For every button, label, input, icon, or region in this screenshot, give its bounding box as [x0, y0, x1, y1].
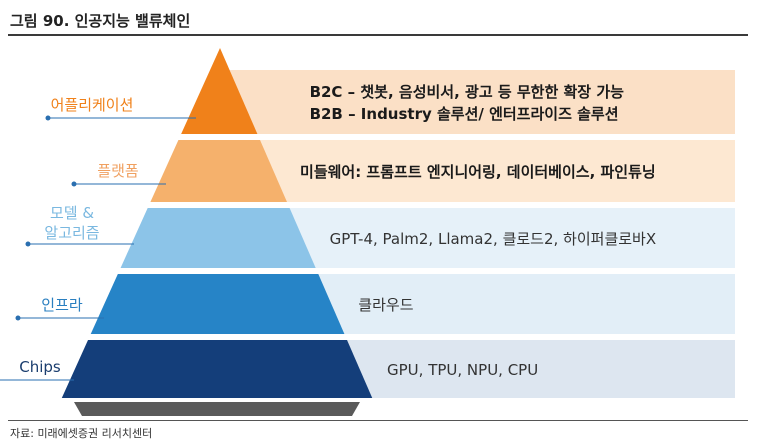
tier-band: [283, 208, 735, 268]
tier-description: GPT-4, Palm2, Llama2, 클로드2, 하이퍼클로바X: [330, 230, 657, 248]
tier-band: [223, 70, 735, 134]
tier-label: 알고리즘: [44, 224, 99, 242]
tier-band: [312, 274, 735, 334]
tier-label: 플랫폼: [97, 162, 138, 180]
pyramid-tier: [181, 48, 258, 134]
tier-label: 모델 &: [50, 204, 94, 222]
tier-description: B2B – Industry 솔루션/ 엔터프라이즈 솔루션: [310, 105, 619, 123]
tier-description: 미들웨어: 프롬프트 엔지니어링, 데이터베이스, 파인튜닝: [300, 163, 656, 181]
tier-band: [341, 340, 735, 398]
tier-description: GPU, TPU, NPU, CPU: [387, 361, 538, 379]
pyramid-tier: [120, 208, 316, 268]
tier-description: 클라우드: [358, 296, 413, 314]
pyramid-base: [73, 402, 360, 416]
title-bar: 그림 90. 인공지능 밸류체인: [8, 4, 748, 36]
tier-band: [254, 140, 735, 202]
footer-divider: [8, 420, 748, 421]
tier-description: B2C – 챗봇, 음성비서, 광고 등 무한한 확장 가능: [310, 83, 625, 101]
pyramid-tier: [90, 274, 345, 334]
pyramid-tier: [150, 140, 287, 202]
source-note: 자료: 미래에셋증권 리서치센터: [10, 427, 153, 440]
figure-title: 그림 90. 인공지능 밸류체인: [10, 12, 191, 30]
tier-label: Chips: [19, 358, 61, 376]
pyramid-tier: [61, 340, 373, 398]
tier-label: 어플리케이션: [51, 96, 134, 114]
tier-label: 인프라: [41, 296, 83, 314]
